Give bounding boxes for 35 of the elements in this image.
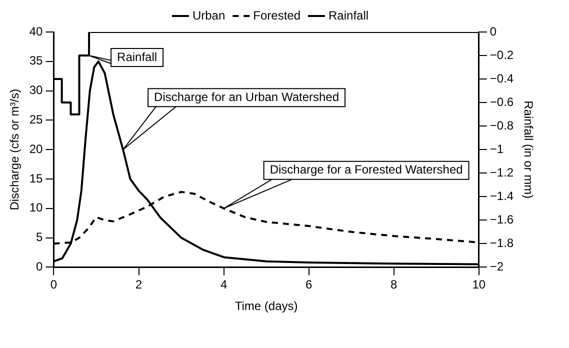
x-tick-label: 4 (220, 278, 228, 292)
x-axis-title: Time (days) (234, 299, 298, 314)
y2-tick-label: −1.6 (490, 212, 514, 226)
y2-tick-label: −1.2 (490, 165, 514, 180)
y-tick-label: 5 (36, 230, 44, 244)
y-tick-label: 40 (29, 24, 44, 38)
y2-tick-label: −0.6 (490, 94, 514, 109)
x-tick-label: 2 (135, 278, 142, 292)
x-tick-label: 8 (390, 278, 398, 292)
y2-tick-label: −1 (490, 142, 504, 156)
y-axis-title: Discharge (cfs or m³/s) (8, 88, 22, 210)
annotation: Discharge for a Forested Watershed (270, 162, 463, 177)
y2-tick-label: −1.4 (490, 188, 514, 203)
x-tick-label: 10 (472, 278, 486, 292)
annotation: Discharge for an Urban Watershed (154, 90, 340, 104)
x-tick-label: 6 (306, 278, 312, 292)
y2-axis-title: Rainfall (in or mm) (521, 100, 536, 199)
annotation: Rainfall (117, 50, 158, 64)
legend-label: Rainfall (328, 8, 369, 22)
y2-tick-label: −2 (490, 260, 504, 274)
y-tick-label: 20 (29, 142, 44, 156)
y2-tick-label: −0.2 (490, 48, 514, 62)
y-tick-label: 25 (29, 112, 44, 127)
y2-tick-label: −1.8 (490, 236, 514, 250)
legend-label: Forested (253, 8, 301, 22)
y-tick-label: 15 (29, 171, 44, 186)
y-tick-label: 0 (36, 260, 44, 274)
y2-tick-label: −0.8 (490, 118, 514, 132)
x-tick-label: 0 (50, 278, 58, 292)
y2-tick-label: −0.4 (490, 71, 514, 86)
y2-tick-label: 0 (490, 24, 497, 38)
y-tick-label: 30 (29, 83, 44, 98)
legend-label: Urban (192, 8, 226, 22)
y-tick-label: 35 (29, 54, 44, 68)
y-tick-label: 10 (29, 200, 44, 215)
